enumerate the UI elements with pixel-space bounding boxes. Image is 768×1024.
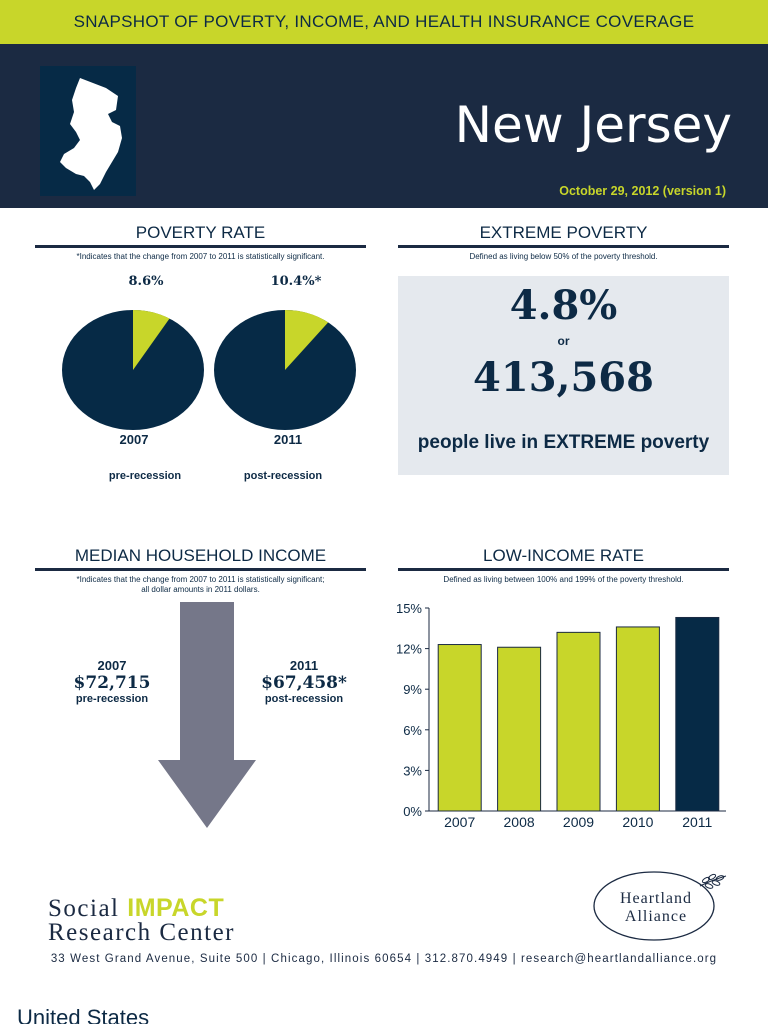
y-tick-label: 3%: [403, 763, 422, 778]
new-jersey-map-icon: [40, 66, 136, 196]
down-arrow-icon: [158, 602, 256, 828]
income-2007-value: $72,715: [73, 673, 151, 693]
extreme-poverty-note: Defined as living below 50% of the pover…: [469, 252, 658, 261]
top-banner: SNAPSHOT OF POVERTY, INCOME, AND HEALTH …: [0, 0, 768, 44]
ha-line-1: Heartland: [619, 890, 693, 907]
heartland-alliance-logo: [593, 871, 727, 941]
low-income-title: LOW-INCOME RATE: [398, 546, 729, 571]
footer-address: 33 West Grand Avenue, Suite 500 | Chicag…: [50, 953, 718, 965]
x-tick-label: 2007: [444, 814, 475, 830]
extreme-poverty-panel: 4.8% or 413,568 people live in EXTREME p…: [398, 276, 729, 475]
pie-2007-year: 2007: [119, 432, 149, 447]
bar-2007: [437, 644, 482, 812]
wheat-icon: [699, 873, 727, 889]
pie-2007: [62, 310, 204, 430]
header: New Jersey October 29, 2012 (version 1): [0, 44, 768, 208]
y-tick-label: 15%: [396, 601, 422, 616]
extreme-poverty-text: people live in EXTREME poverty: [417, 432, 710, 453]
y-tick-label: 6%: [403, 723, 422, 738]
ha-line-2: Alliance: [624, 908, 688, 925]
poverty-rate-note: *Indicates that the change from 2007 to …: [76, 252, 325, 261]
x-tick-label: 2008: [504, 814, 535, 830]
bar-2008: [497, 646, 542, 812]
bar-2010: [615, 626, 660, 812]
pie-2007-label: 8.6%: [128, 274, 164, 289]
income-2007-year: 2007: [97, 658, 127, 673]
y-tick-label: 9%: [403, 682, 422, 697]
bar-2011: [675, 616, 720, 812]
low-income-bar-chart: 0% 3% 6% 9% 12% 15% 2007 2008 2009 2010 2011: [396, 601, 726, 830]
sirc-logo-line-2: Research Center: [48, 919, 236, 946]
income-2007: 2007 $72,715 pre-recession: [52, 658, 172, 705]
next-page-title: United States: [17, 1005, 150, 1024]
median-income-title: MEDIAN HOUSEHOLD INCOME: [35, 546, 366, 571]
x-tick-label: 2009: [563, 814, 594, 830]
banner-title: SNAPSHOT OF POVERTY, INCOME, AND HEALTH …: [73, 12, 695, 31]
extreme-poverty-title: EXTREME POVERTY: [398, 223, 729, 248]
sirc-social: Social: [48, 895, 128, 922]
y-tick-label: 12%: [396, 642, 422, 657]
income-2011-value: $67,458*: [261, 673, 347, 693]
sirc-logo: Social IMPACT Research Center: [48, 894, 236, 946]
income-2011-sub: post-recession: [264, 693, 344, 705]
median-income-note-1: *Indicates that the change from 2007 to …: [76, 575, 325, 584]
extreme-poverty-percent: 4.8%: [509, 282, 618, 329]
pie-2007-sub: pre-recession: [108, 470, 182, 482]
extreme-poverty-count: 413,568: [473, 354, 654, 401]
pie-2011-year: 2011: [273, 432, 303, 447]
poverty-rate-title: POVERTY RATE: [35, 223, 366, 248]
pie-2011-label: 10.4%*: [270, 274, 322, 289]
bar-2009: [556, 631, 601, 812]
report-date: October 29, 2012 (version 1): [559, 184, 726, 198]
pie-2011-sub: post-recession: [243, 470, 323, 482]
median-income-note-2: all dollar amounts in 2011 dollars.: [141, 585, 260, 594]
state-outline-icon: [60, 78, 122, 190]
sirc-impact: IMPACT: [127, 894, 225, 922]
state-name: New Jersey: [454, 96, 732, 154]
income-2007-sub: pre-recession: [75, 693, 149, 705]
pie-2011-slice: [285, 310, 329, 370]
x-tick-label: 2011: [682, 814, 712, 830]
pie-2007-slice: [133, 310, 170, 370]
income-2011-year: 2011: [289, 658, 319, 673]
y-tick-label: 0%: [403, 804, 422, 819]
low-income-note: Defined as living between 100% and 199% …: [443, 575, 684, 584]
income-2011: 2011 $67,458* post-recession: [240, 658, 368, 705]
extreme-poverty-or: or: [557, 334, 570, 348]
pie-2011: [214, 310, 356, 430]
x-tick-label: 2010: [622, 814, 653, 830]
sirc-logo-line-1: Social IMPACT: [48, 894, 235, 922]
